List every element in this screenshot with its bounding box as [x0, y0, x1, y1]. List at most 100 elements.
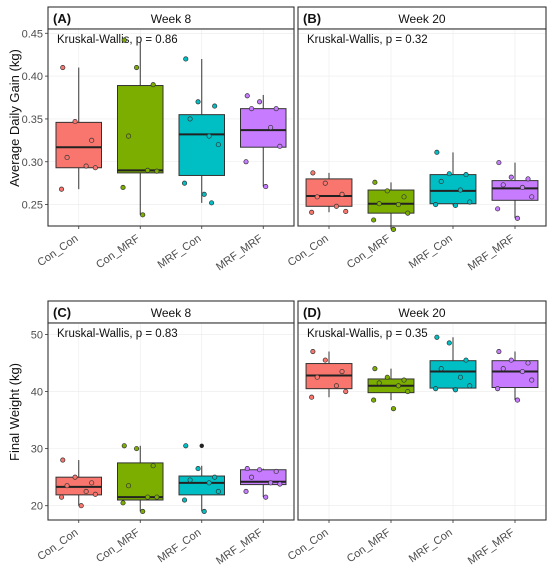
- data-point: [120, 500, 126, 506]
- box-iqr: [55, 121, 103, 169]
- box-iqr: [116, 85, 164, 174]
- strip-title: Week 8: [151, 306, 192, 320]
- data-point: [64, 154, 70, 161]
- box-mrf-con: [178, 56, 226, 206]
- panel-tag: (B): [303, 11, 321, 26]
- data-point: [145, 167, 151, 173]
- panel-d: (D) Week 20 Kruskal-Wallis, p = 0.35 Con_Co…: [286, 300, 547, 567]
- data-point: [60, 64, 66, 71]
- panels: (A) Week 8 0.25 0.30 0.35 0.40 0.45 Kruskal-Wal…: [22, 6, 547, 567]
- data-point: [371, 397, 377, 403]
- data-point: [150, 463, 156, 469]
- kruskal-wallis-annotation: Kruskal-Wallis, p = 0.83: [57, 328, 178, 340]
- data-point: [333, 203, 339, 209]
- data-point: [309, 209, 315, 215]
- data-point: [495, 206, 501, 212]
- y-tick-label: 0.35: [22, 114, 43, 126]
- data-point: [395, 202, 401, 208]
- kruskal-wallis-annotation: Kruskal-Wallis, p = 0.32: [307, 34, 428, 46]
- data-point: [376, 380, 382, 386]
- data-point: [126, 483, 132, 489]
- data-point: [395, 383, 401, 389]
- data-point: [434, 149, 440, 155]
- data-point: [263, 494, 269, 500]
- box-con-mrf: [116, 443, 164, 514]
- y-tick-label: 30: [31, 444, 43, 456]
- data-point: [140, 508, 146, 514]
- data-point: [463, 172, 469, 178]
- data-point: [140, 212, 146, 218]
- x-tick-label: Con_MRF: [345, 526, 393, 565]
- box-con-mrf: [116, 37, 164, 218]
- box-iqr: [429, 174, 477, 205]
- data-point: [390, 406, 397, 412]
- box-con-con: [305, 349, 353, 400]
- data-point: [64, 483, 70, 489]
- data-point: [452, 387, 459, 393]
- data-point: [249, 474, 255, 480]
- data-point: [273, 468, 279, 475]
- plot-area: [297, 322, 547, 521]
- data-point: [452, 202, 459, 208]
- data-point: [401, 194, 407, 200]
- data-point: [401, 377, 407, 383]
- outlier-point: [199, 443, 204, 448]
- data-point: [277, 143, 283, 149]
- data-point: [150, 82, 156, 88]
- data-point: [467, 199, 473, 205]
- data-point: [457, 374, 463, 380]
- data-point: [309, 394, 315, 400]
- data-point: [376, 201, 382, 207]
- panel-tag: (C): [53, 305, 71, 320]
- y-tick-label: 20: [31, 501, 43, 513]
- data-point: [154, 494, 160, 500]
- data-point: [519, 368, 525, 375]
- y-tick-label: 0.25: [22, 200, 43, 212]
- x-tick-label: Con_MRF: [94, 232, 142, 271]
- x-tick-label: Con_MRF: [94, 526, 142, 565]
- data-point: [206, 133, 212, 139]
- data-point: [496, 349, 502, 355]
- kruskal-wallis-annotation: Kruskal-Wallis, p = 0.35: [307, 328, 428, 340]
- box-iqr: [239, 108, 287, 148]
- data-point: [244, 466, 250, 472]
- panel-tag: (D): [303, 305, 321, 320]
- y-tick-label: 0.45: [22, 28, 43, 40]
- data-point: [343, 388, 349, 395]
- data-point: [201, 508, 207, 514]
- data-point: [390, 226, 397, 232]
- data-point: [339, 368, 345, 375]
- data-point: [206, 480, 212, 486]
- y-axis-label-bottom: Final Weight (kg): [7, 363, 22, 461]
- data-point: [514, 397, 521, 403]
- data-point: [89, 137, 95, 143]
- data-point: [183, 56, 189, 62]
- y-tick-label: 50: [31, 329, 43, 341]
- data-point: [121, 443, 127, 449]
- data-point: [314, 374, 320, 380]
- data-point: [209, 200, 215, 206]
- x-tick-label: Con_MRF: [345, 232, 393, 271]
- data-point: [257, 467, 263, 473]
- x-tick-label: MRF_MRF: [214, 232, 265, 273]
- data-point: [72, 474, 78, 480]
- data-point: [58, 494, 65, 500]
- data-point: [154, 168, 160, 174]
- data-point: [322, 180, 328, 186]
- data-point: [126, 133, 132, 139]
- data-point: [187, 477, 193, 483]
- data-point: [187, 116, 193, 122]
- data-point: [201, 191, 207, 197]
- box-mrf-mrf: [491, 160, 539, 221]
- data-point: [343, 208, 349, 214]
- box-mrf-con: [429, 149, 477, 208]
- panel-a: (A) Week 8 0.25 0.30 0.35 0.40 0.45 Kruskal-Wal…: [22, 6, 295, 273]
- data-point: [371, 217, 377, 223]
- box-iqr: [429, 360, 477, 389]
- data-point: [405, 388, 411, 395]
- panel-c: (C) Week 8 20 30 40 50 Kruskal-Wallis, p = 0.8…: [31, 300, 295, 567]
- box-iqr: [491, 360, 539, 389]
- data-point: [181, 497, 188, 503]
- box-mrf-mrf: [491, 349, 539, 403]
- data-point: [519, 184, 525, 191]
